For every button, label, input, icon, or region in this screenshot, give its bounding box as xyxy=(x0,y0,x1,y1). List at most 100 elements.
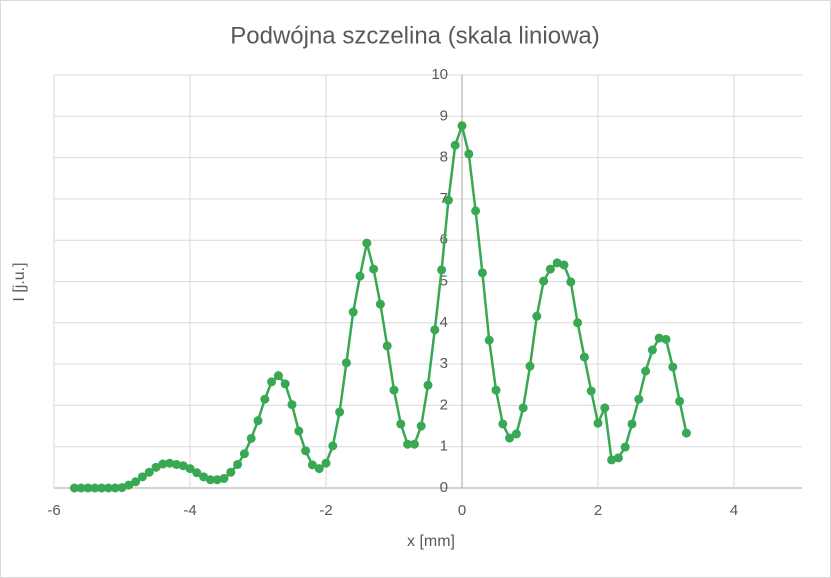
y-tick-label: 9 xyxy=(440,107,448,124)
y-tick-label: 1 xyxy=(440,438,448,455)
data-point xyxy=(430,325,440,335)
data-point xyxy=(450,140,460,150)
data-point xyxy=(552,258,562,268)
data-point xyxy=(307,460,317,470)
data-point xyxy=(525,361,535,371)
x-tick-label: 2 xyxy=(594,502,602,519)
data-point xyxy=(443,195,453,205)
x-tick-label: -4 xyxy=(183,502,196,519)
data-point xyxy=(192,468,202,478)
y-tick-label: 0 xyxy=(440,479,448,496)
data-point xyxy=(532,311,542,321)
y-tick-label: 8 xyxy=(440,149,448,166)
data-point xyxy=(477,268,487,278)
data-point xyxy=(389,385,399,395)
data-point xyxy=(287,400,297,410)
x-tick-label: -2 xyxy=(319,502,332,519)
data-point xyxy=(158,459,168,469)
x-axis-label: x [mm] xyxy=(407,533,455,550)
data-point xyxy=(566,277,576,287)
data-point xyxy=(600,403,610,413)
data-point xyxy=(668,362,678,372)
data-point xyxy=(124,480,134,490)
data-point xyxy=(328,441,338,451)
y-tick-label: 4 xyxy=(440,314,448,331)
data-point xyxy=(661,334,671,344)
data-point xyxy=(505,433,515,443)
data-point xyxy=(239,449,249,459)
data-point xyxy=(416,421,426,431)
data-point xyxy=(375,299,385,309)
data-point xyxy=(573,318,583,328)
data-point xyxy=(559,260,569,270)
data-point xyxy=(144,467,154,477)
x-tick-label: 4 xyxy=(730,502,738,519)
data-point xyxy=(491,385,501,395)
data-point xyxy=(634,394,644,404)
data-point xyxy=(103,483,113,493)
data-point xyxy=(593,418,603,428)
data-point xyxy=(341,358,351,368)
y-axis-label: I [j.u.] xyxy=(11,262,28,301)
data-point xyxy=(131,477,141,487)
data-point xyxy=(457,121,467,131)
data-point xyxy=(301,446,311,456)
data-point xyxy=(165,458,175,468)
data-point xyxy=(484,335,494,345)
data-point xyxy=(675,396,685,406)
data-point xyxy=(362,238,372,248)
data-point xyxy=(76,483,86,493)
data-point xyxy=(681,428,691,438)
data-point xyxy=(348,307,358,317)
data-point xyxy=(185,464,195,474)
data-point xyxy=(511,429,521,439)
y-tick-label: 2 xyxy=(440,396,448,413)
data-point xyxy=(382,341,392,351)
data-point xyxy=(280,379,290,389)
x-tick-label: 0 xyxy=(458,502,466,519)
data-point xyxy=(294,426,304,436)
data-point xyxy=(335,407,345,417)
data-point xyxy=(471,206,481,216)
data-point xyxy=(647,345,657,355)
data-point xyxy=(260,394,270,404)
data-point xyxy=(90,483,100,493)
data-point xyxy=(586,386,596,396)
data-point xyxy=(498,419,508,429)
data-point xyxy=(246,433,256,443)
data-point xyxy=(267,377,277,387)
data-point xyxy=(226,467,236,477)
y-tick-label: 10 xyxy=(431,66,448,83)
data-point xyxy=(83,483,93,493)
data-point xyxy=(579,352,589,362)
data-point xyxy=(613,453,623,463)
data-point xyxy=(69,483,79,493)
data-point xyxy=(641,366,651,376)
data-point xyxy=(539,276,549,286)
data-point xyxy=(199,472,209,482)
data-point xyxy=(654,333,664,343)
data-point xyxy=(545,264,555,274)
data-point xyxy=(219,474,229,484)
data-point xyxy=(403,439,413,449)
data-point xyxy=(321,458,331,468)
data-point xyxy=(97,483,107,493)
data-point xyxy=(355,271,365,281)
data-point xyxy=(409,439,419,449)
data-point xyxy=(137,472,147,482)
y-tick-label: 5 xyxy=(440,272,448,289)
x-tick-label: -6 xyxy=(47,502,60,519)
data-point xyxy=(212,475,222,485)
data-point xyxy=(464,149,474,159)
chart-title: Podwójna szczelina (skala liniowa) xyxy=(230,22,600,49)
data-point xyxy=(178,461,188,471)
data-point xyxy=(423,380,433,390)
data-point xyxy=(396,419,406,429)
data-point xyxy=(233,459,243,469)
y-tick-label: 7 xyxy=(440,190,448,207)
data-point xyxy=(518,403,528,413)
data-point xyxy=(151,462,161,472)
data-point xyxy=(314,464,324,474)
